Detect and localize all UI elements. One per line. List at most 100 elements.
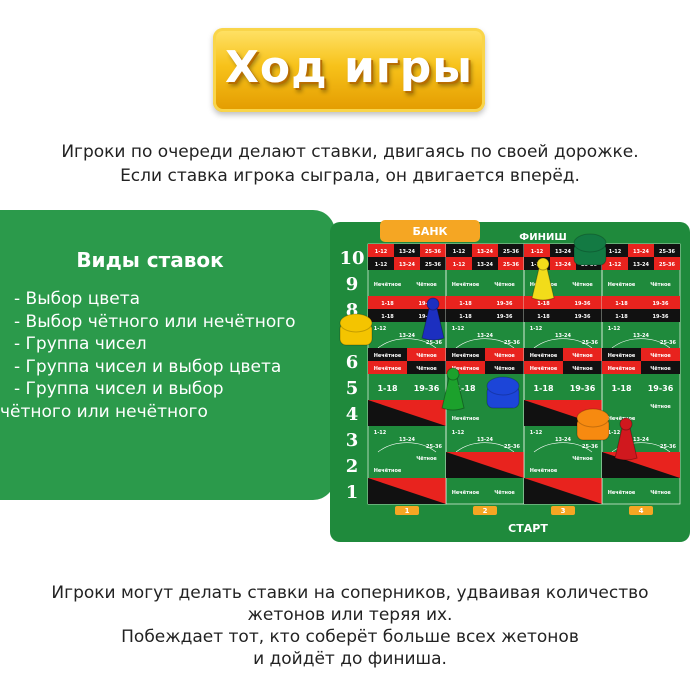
half-cell [641, 309, 680, 322]
odd-label: Нечётное [452, 490, 480, 496]
half-label: 19-36 [419, 301, 436, 307]
even-label: Чётное [650, 404, 671, 410]
dozen-label: 25-36 [426, 340, 443, 346]
dozen-label: 1-12 [453, 249, 466, 255]
chip-stack-top [573, 233, 607, 253]
dozen-label: 1-12 [374, 326, 387, 332]
even-label: Чётное [416, 456, 437, 462]
outro-line: Побеждает тот, кто соберёт больше всех ж… [121, 627, 579, 647]
bet-type-item: чётного или нечётного [0, 401, 208, 422]
lane-number-tag [551, 506, 575, 515]
page-title: Ход игры [224, 42, 474, 93]
chip-stack-top [576, 408, 610, 428]
dozen-label: 25-36 [503, 249, 520, 255]
half-cell [524, 296, 563, 309]
dozen-cell [420, 244, 446, 257]
half-label: 19-36 [648, 384, 674, 393]
dozen-cell [420, 257, 446, 270]
dozen-cell [498, 257, 524, 270]
bet-type-item: - Группа чисел [14, 334, 147, 354]
half-label: 1-18 [377, 384, 397, 393]
lane-number-tag [629, 506, 653, 515]
dozen-cell [446, 257, 472, 270]
half-cell [446, 309, 485, 322]
half-label: 1-18 [537, 301, 550, 307]
dozen-cell [394, 244, 420, 257]
half-label: 19-36 [575, 314, 592, 320]
parity-cell [602, 361, 641, 374]
dozen-label: 13-24 [633, 333, 650, 339]
half-label: 19-36 [653, 314, 670, 320]
bank-area [380, 220, 480, 242]
dozen-label: 1-12 [453, 262, 466, 268]
parity-label: Нечётное [374, 366, 402, 372]
pawn-body [421, 307, 445, 341]
parity-cell [602, 348, 641, 361]
half-label: 1-18 [381, 314, 394, 320]
pawn-head [619, 417, 633, 431]
parity-label: Чётное [494, 366, 515, 372]
parity-cell [368, 348, 407, 361]
intro-text: Игроки по очереди делают ставки, двигаяс… [20, 140, 680, 188]
dozen-label: 13-24 [555, 333, 572, 339]
parity-cell [641, 361, 680, 374]
parity-label: Чётное [416, 353, 437, 359]
half-cell [485, 296, 524, 309]
pawn-head [426, 297, 440, 311]
dozen-cell [394, 257, 420, 270]
arc-line [377, 338, 437, 349]
half-label: 1-18 [459, 301, 472, 307]
bet-type-item: - Выбор цвета [14, 289, 141, 309]
arc-line [455, 338, 515, 349]
half-label: 1-18 [381, 301, 394, 307]
half-cell [446, 296, 485, 309]
dozen-label: 25-36 [425, 249, 442, 255]
dozen-cell [602, 244, 628, 257]
parity-cell [563, 348, 602, 361]
half-cell [563, 309, 602, 322]
parity-label: Нечётное [608, 366, 636, 372]
dozen-label: 1-12 [608, 326, 621, 332]
dozen-label: 25-36 [659, 249, 676, 255]
pawn-head [446, 367, 460, 381]
parity-label: Чётное [416, 366, 437, 372]
even-label: Чётное [494, 490, 515, 496]
even-label: Чётное [494, 282, 515, 288]
dozen-label: 1-12 [609, 262, 622, 268]
odd-label: Нечётное [608, 416, 636, 422]
color-cell-black [524, 478, 602, 504]
half-label: 19-36 [570, 384, 596, 393]
dozen-label: 13-24 [477, 249, 494, 255]
color-cell-black [368, 400, 446, 426]
half-cell [602, 309, 641, 322]
chip-stack-top [339, 313, 373, 333]
half-label: 1-18 [611, 384, 631, 393]
dozen-label: 25-36 [582, 444, 599, 450]
arc-line [377, 442, 437, 453]
row-number: 9 [346, 274, 359, 295]
parity-cell [368, 361, 407, 374]
lane-number: 1 [405, 507, 410, 515]
dozen-label: 1-12 [452, 430, 465, 436]
half-label: 1-18 [455, 384, 475, 393]
pawn-body [441, 377, 465, 411]
half-label: 1-18 [459, 314, 472, 320]
parity-cell [407, 361, 446, 374]
bet-types-heading: Виды ставок [76, 248, 224, 272]
dozen-cell [368, 257, 394, 270]
dozen-label: 1-12 [609, 249, 622, 255]
intro-line: Игроки по очереди делают ставки, двигаяс… [61, 142, 639, 162]
parity-label: Чётное [572, 353, 593, 359]
bank-label: БАНК [412, 225, 447, 238]
row-number: 1 [346, 482, 359, 503]
arc-line [533, 338, 593, 349]
row-number: 3 [346, 430, 359, 451]
game-board-photo: БАНКФИНИШ123456789101-1213-2425-361-1213… [330, 220, 690, 542]
dozen-label: 13-24 [633, 249, 650, 255]
even-label: Чётное [650, 490, 671, 496]
parity-label: Чётное [650, 353, 671, 359]
parity-cell [524, 348, 563, 361]
intro-line: Если ставка игрока сыграла, он двигается… [120, 166, 580, 186]
color-cell-black [446, 452, 524, 478]
dozen-label: 1-12 [608, 430, 621, 436]
